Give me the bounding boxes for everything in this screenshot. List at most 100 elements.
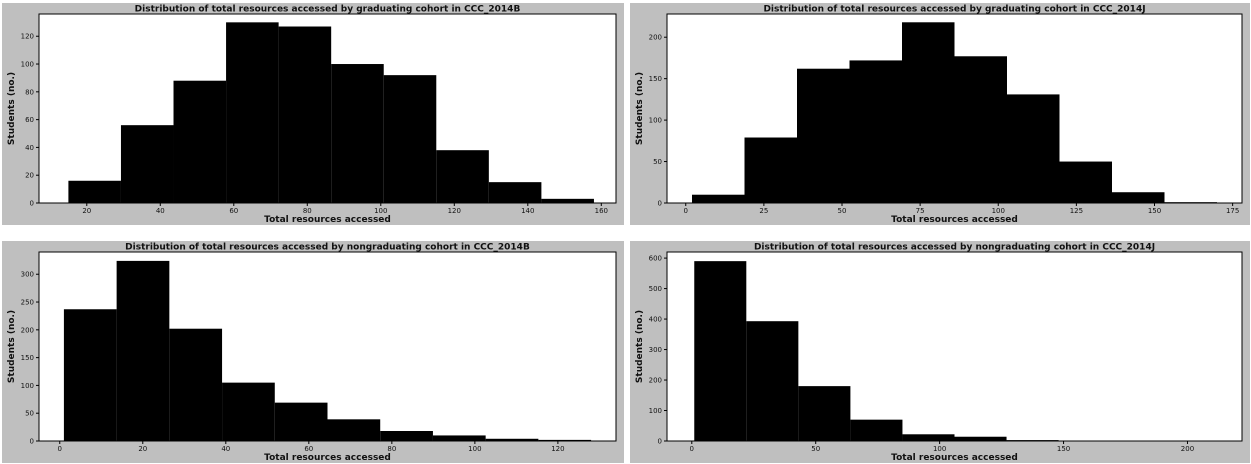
y-tick-label: 100 bbox=[21, 382, 34, 390]
y-tick-label: 100 bbox=[21, 61, 34, 69]
histogram-bar bbox=[380, 430, 433, 441]
x-tick-label: 50 bbox=[838, 207, 847, 215]
x-tick-label: 40 bbox=[221, 445, 230, 453]
x-tick-label: 60 bbox=[304, 445, 313, 453]
x-axis-label: Total resources accessed bbox=[264, 215, 391, 225]
x-tick-label: 160 bbox=[595, 207, 608, 215]
chart-title: Distribution of total resources accessed… bbox=[135, 5, 521, 15]
histogram-bar bbox=[68, 180, 121, 203]
plot-frame bbox=[666, 13, 1243, 204]
x-tick-label: 120 bbox=[551, 445, 564, 453]
histogram-bar bbox=[798, 386, 851, 441]
histogram-bar bbox=[692, 194, 745, 203]
x-tick-label: 100 bbox=[933, 445, 946, 453]
x-axis-label: Total resources accessed bbox=[264, 453, 391, 463]
chart-graduating-2014j: 0 25 50 75 100 125 150 175 0 50 100 150 200 Distribut… bbox=[635, 5, 1243, 225]
histogram-bar bbox=[850, 419, 903, 441]
histogram-bar bbox=[849, 60, 902, 203]
y-tick-label: 150 bbox=[649, 75, 662, 83]
chart-panel-graduating-2014j: 0 25 50 75 100 125 150 175 0 50 100 150 200 Distribut… bbox=[630, 3, 1250, 225]
y-tick-label: 0 bbox=[658, 438, 662, 446]
x-tick-label: 150 bbox=[1057, 445, 1070, 453]
chart-panel-graduating-2014b: 20 40 60 80 100 120 140 160 0 20 40 60 80 100 120 Distr… bbox=[2, 3, 624, 225]
y-tick-label: 50 bbox=[25, 410, 34, 418]
histogram-bar bbox=[278, 26, 332, 203]
histogram-bar bbox=[222, 382, 275, 441]
y-tick-label: 200 bbox=[649, 377, 662, 385]
chart-panel-nongraduating-2014j: 0 50 100 150 200 0 100 200 300 400 500 600 Distribut… bbox=[630, 241, 1250, 463]
y-tick-label: 200 bbox=[21, 326, 34, 334]
y-tick-label: 0 bbox=[658, 200, 662, 208]
x-tick-label: 100 bbox=[468, 445, 481, 453]
y-tick-label: 150 bbox=[21, 354, 34, 362]
histogram-bar bbox=[1059, 161, 1112, 203]
y-tick-label: 0 bbox=[30, 200, 34, 208]
chart-title: Distribution of total resources accessed… bbox=[754, 243, 1155, 253]
chart-nongraduating-2014j: 0 50 100 150 200 0 100 200 300 400 500 600 Distribut… bbox=[635, 243, 1243, 463]
y-tick-label: 300 bbox=[649, 346, 662, 354]
y-axis-label: Students (no.) bbox=[635, 72, 645, 145]
x-tick-label: 80 bbox=[387, 445, 396, 453]
plot-frame bbox=[666, 251, 1243, 442]
y-tick-label: 120 bbox=[21, 33, 34, 41]
y-tick-label: 0 bbox=[30, 438, 34, 446]
y-tick-label: 100 bbox=[649, 117, 662, 125]
x-tick-label: 175 bbox=[1226, 207, 1239, 215]
histogram-bar bbox=[169, 328, 223, 441]
x-tick-label: 100 bbox=[992, 207, 1005, 215]
histogram-bar bbox=[120, 125, 174, 203]
x-tick-label: 75 bbox=[916, 207, 925, 215]
y-axis-label: Students (no.) bbox=[7, 72, 17, 145]
chart-graduating-2014b: 20 40 60 80 100 120 140 160 0 20 40 60 80 100 120 Distr… bbox=[7, 5, 617, 225]
histogram-bar bbox=[488, 182, 542, 203]
histogram-bar bbox=[274, 402, 328, 441]
chart-panel-nongraduating-2014b: 0 20 40 60 80 100 120 0 50 100 150 200 250 300 Distrib… bbox=[2, 241, 624, 463]
histogram-bar bbox=[327, 419, 381, 441]
plot-frame bbox=[38, 251, 617, 442]
histogram-bar bbox=[538, 439, 592, 441]
y-tick-label: 600 bbox=[649, 255, 662, 263]
y-tick-label: 400 bbox=[649, 316, 662, 324]
plot-frame bbox=[38, 13, 617, 204]
x-tick-label: 0 bbox=[58, 445, 62, 453]
histogram-bar bbox=[63, 309, 117, 441]
histogram-bar bbox=[1007, 94, 1060, 203]
x-tick-label: 25 bbox=[759, 207, 768, 215]
histogram-bar bbox=[331, 64, 384, 203]
x-tick-label: 60 bbox=[229, 207, 238, 215]
x-tick-label: 140 bbox=[521, 207, 534, 215]
y-tick-label: 60 bbox=[25, 116, 34, 124]
histogram-bar bbox=[383, 75, 437, 203]
y-axis-label: Students (no.) bbox=[7, 310, 17, 383]
histogram-bar bbox=[954, 436, 1007, 441]
histogram-bar bbox=[226, 22, 279, 203]
chart-nongraduating-2014b: 0 20 40 60 80 100 120 0 50 100 150 200 250 300 Distrib… bbox=[7, 243, 617, 463]
y-tick-label: 300 bbox=[21, 271, 34, 279]
x-tick-label: 20 bbox=[82, 207, 91, 215]
y-tick-label: 80 bbox=[25, 88, 34, 96]
y-tick-label: 50 bbox=[653, 158, 662, 166]
chart-title: Distribution of total resources accessed… bbox=[763, 5, 1145, 15]
x-tick-label: 200 bbox=[1181, 445, 1194, 453]
histogram-bar bbox=[173, 80, 227, 203]
histogram-bar bbox=[902, 22, 955, 203]
x-tick-label: 150 bbox=[1148, 207, 1161, 215]
x-tick-label: 80 bbox=[303, 207, 312, 215]
y-tick-label: 100 bbox=[649, 407, 662, 415]
x-axis-label: Total resources accessed bbox=[891, 215, 1018, 225]
x-axis-label: Total resources accessed bbox=[891, 453, 1018, 463]
x-tick-label: 0 bbox=[684, 207, 688, 215]
histogram-bar bbox=[1112, 192, 1165, 203]
histogram-bar bbox=[746, 321, 799, 441]
histogram-bar bbox=[116, 260, 170, 441]
y-tick-label: 40 bbox=[25, 144, 34, 152]
x-tick-label: 0 bbox=[690, 445, 694, 453]
y-tick-label: 500 bbox=[649, 285, 662, 293]
x-tick-label: 40 bbox=[156, 207, 165, 215]
histogram-bar bbox=[436, 150, 489, 203]
histogram-bar bbox=[797, 68, 850, 203]
x-tick-label: 125 bbox=[1070, 207, 1083, 215]
histogram-bar bbox=[485, 438, 539, 441]
x-tick-label: 20 bbox=[138, 445, 147, 453]
